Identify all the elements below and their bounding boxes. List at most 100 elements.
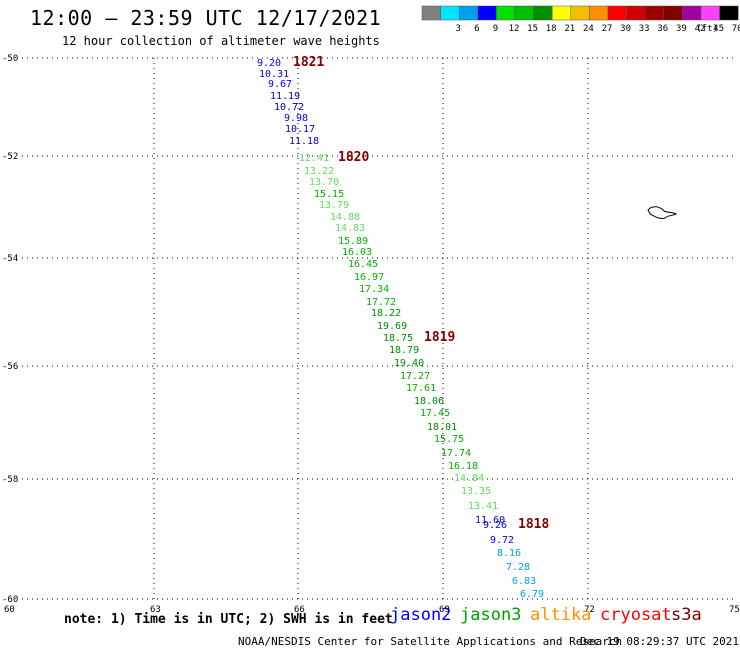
swh-value: 15.15 xyxy=(314,189,344,200)
swh-value: 12.41 xyxy=(299,153,329,164)
swh-value: 17.74 xyxy=(441,448,471,459)
legend-swatch xyxy=(589,5,609,21)
satellite-name: altika xyxy=(530,605,592,625)
legend-label: 15 xyxy=(527,24,538,34)
lat-tick-label: -58 xyxy=(2,475,18,485)
map-title: 12:00 – 23:59 UTC 12/17/2021 xyxy=(30,6,382,30)
swh-value: 9.26 xyxy=(483,520,507,531)
legend-label: 70 xyxy=(732,24,740,34)
credit-line: NOAA/NESDIS Center for Satellite Applica… xyxy=(238,635,623,648)
legend-label: 45 xyxy=(713,24,724,34)
swh-value: 9.67 xyxy=(268,79,292,90)
legend-swatch xyxy=(644,5,665,21)
satellite-name: cryosat xyxy=(600,605,672,625)
legend-swatch xyxy=(440,5,460,21)
island-coastline xyxy=(647,206,677,219)
legend-swatch xyxy=(700,5,720,21)
swh-value: 15.89 xyxy=(338,236,368,247)
legend-label: 36 xyxy=(657,24,668,34)
swh-value: 17.34 xyxy=(359,284,389,295)
legend-swatch xyxy=(458,5,479,21)
legend-label: 9 xyxy=(493,24,498,34)
swh-value: 9.72 xyxy=(490,535,514,546)
lon-tick-label: 72 xyxy=(584,605,595,615)
map-subtitle: 12 hour collection of altimeter wave hei… xyxy=(62,34,380,48)
swh-value: 16.45 xyxy=(348,259,378,270)
satellite-name: jason3 xyxy=(460,605,522,625)
swh-value: 19.40 xyxy=(394,358,424,369)
legend-swatch xyxy=(514,5,534,21)
swh-value: 10.72 xyxy=(274,102,304,113)
swh-value: 18.06 xyxy=(414,396,444,407)
swh-value: 17.27 xyxy=(400,371,430,382)
swh-value: 18.01 xyxy=(427,422,457,433)
generation-timestamp: Dec 19 08:29:37 UTC 2021 xyxy=(580,635,739,648)
swh-value: 18.22 xyxy=(371,308,401,319)
time-marker: 1819 xyxy=(424,330,455,345)
swh-value: 13.70 xyxy=(309,177,339,188)
legend-label: 21 xyxy=(564,24,575,34)
lon-tick-label: 63 xyxy=(150,605,161,615)
legend-label: 42 xyxy=(695,24,706,34)
lat-tick-label: -56 xyxy=(2,362,18,372)
lon-tick-label: 60 xyxy=(4,605,15,615)
legend-swatch xyxy=(477,5,497,21)
legend-swatch xyxy=(496,5,516,21)
legend-label: 18 xyxy=(546,24,557,34)
swh-value: 10.31 xyxy=(259,69,289,80)
swh-value: 14.83 xyxy=(335,223,365,234)
swh-value: 18.75 xyxy=(383,333,413,344)
legend-label: 24 xyxy=(583,24,594,34)
swh-value: 14.88 xyxy=(330,212,360,223)
lat-tick-label: -54 xyxy=(2,254,18,264)
legend-swatch xyxy=(570,5,590,21)
legend-label: 12 xyxy=(509,24,520,34)
swh-value: 11.19 xyxy=(270,91,300,102)
swh-value: 18.79 xyxy=(389,345,419,356)
footer-note: note: 1) Time is in UTC; 2) SWH is in fe… xyxy=(64,612,393,627)
legend-label: 6 xyxy=(474,24,479,34)
swh-value: 10.17 xyxy=(285,124,315,135)
swh-value: 17.45 xyxy=(420,408,450,419)
swh-value: 11.18 xyxy=(289,136,319,147)
swh-value: 16.18 xyxy=(448,461,478,472)
swh-value: 13.79 xyxy=(319,200,349,211)
legend-label: 27 xyxy=(602,24,613,34)
legend-swatch xyxy=(719,5,739,21)
swh-value: 6.79 xyxy=(520,589,544,600)
swh-value: 11.60 xyxy=(475,515,505,526)
swh-value: 19.69 xyxy=(377,321,407,332)
lat-tick-label: -50 xyxy=(2,54,18,64)
legend-unit: (ft) xyxy=(696,24,718,34)
legend-swatch xyxy=(551,5,572,21)
swh-value: 9.98 xyxy=(284,113,308,124)
legend-swatch xyxy=(682,5,702,21)
swh-value: 15.75 xyxy=(434,434,464,445)
lon-tick-label: 66 xyxy=(294,605,305,615)
legend-swatch xyxy=(626,5,646,21)
swh-value: 9.20 xyxy=(257,58,281,69)
legend-label: 30 xyxy=(620,24,631,34)
swh-value: 16.97 xyxy=(354,272,384,283)
swh-value: 6.83 xyxy=(512,576,536,587)
color-legend: 3 6 9 12 15 18 21 24 27 30 33 36 39 42 45 70(ft) xyxy=(421,5,740,34)
legend-label: 39 xyxy=(676,24,687,34)
lon-tick-label: 69 xyxy=(439,605,450,615)
lon-tick-label: 75 xyxy=(729,605,740,615)
legend-swatch xyxy=(533,5,553,21)
lat-tick-label: -60 xyxy=(2,595,18,605)
time-marker: 1820 xyxy=(338,150,369,165)
legend-swatch xyxy=(607,5,627,21)
legend-label: 3 xyxy=(455,24,460,34)
time-marker: 1821 xyxy=(293,55,324,70)
swh-value: 13.41 xyxy=(468,501,498,512)
swh-value: 14.84 xyxy=(454,473,484,484)
lat-tick-label: -52 xyxy=(2,152,18,162)
swh-value: 17.72 xyxy=(366,297,396,308)
satellite-name: jason2 xyxy=(390,605,452,625)
legend-swatch xyxy=(663,5,683,21)
swh-value: 13.22 xyxy=(304,166,334,177)
satellite-name: s3a xyxy=(671,605,702,625)
